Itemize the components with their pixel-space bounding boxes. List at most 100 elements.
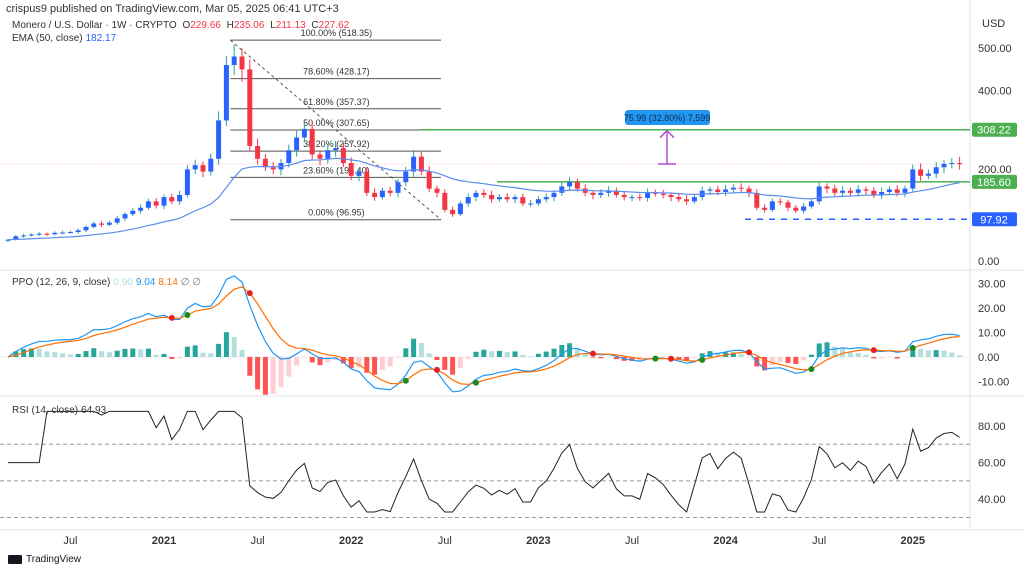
ppo-histogram-bar [629,357,635,361]
candle-body [184,169,190,195]
ppo-histogram-bar [512,351,518,357]
ppo-tick: 0.00 [978,352,999,364]
candle-body [473,192,479,198]
candle-body [785,202,791,208]
ppo-histogram-bar [138,349,144,357]
candle-body [91,223,97,227]
candle-body [161,197,167,206]
candle-body [871,190,877,195]
ppo-histogram-bar [668,357,674,358]
ppo-extra: ∅ ∅ [180,277,201,288]
ppo-cross-marker [590,350,596,357]
candle-body [910,169,916,189]
candle-body [270,167,276,170]
ppo-histogram-bar [153,354,159,357]
ppo-legend[interactable]: PPO (12, 26, 9, close) 0.90 9.04 8.14 ∅ ∅ [9,277,201,288]
ppo-histogram-bar [590,357,596,358]
price-tick: 400.00 [978,86,1012,98]
ppo-histogram-bar [598,357,604,359]
candle-body [457,203,463,215]
candle-body [847,190,853,193]
candle-body [379,190,385,198]
candle-body [60,232,66,234]
ppo-histogram-bar [621,357,627,361]
candle-body [52,232,58,235]
candle-body [769,201,775,210]
ppo-histogram-bar [933,350,939,357]
ppo-histogram-bar [348,357,354,369]
ppo-label: PPO (12, 26, 9, close) [12,277,111,288]
fib-trend-line [230,39,442,221]
ppo-histogram-bar [411,338,417,357]
ppo-histogram-bar [169,357,175,359]
price-axis-unit: USD [982,18,1005,30]
candle-body [138,207,144,211]
candle-body [715,189,721,192]
ppo-histogram-bar [652,356,658,357]
ppo-histogram-bar [145,348,151,357]
ppo-histogram-bar [21,349,27,357]
candle-body [567,182,573,187]
ppo-histogram-bar [44,351,50,357]
open-label: O [182,20,191,31]
ppo-histogram-bar [871,357,877,359]
candle-body [153,201,159,206]
ppo-cross-marker [434,366,440,373]
ppo-cross-marker [652,355,659,362]
candle-body [395,182,401,193]
ema-legend[interactable]: EMA (50, close) 182.17 [9,33,116,44]
ppo-histogram-bar [949,352,955,357]
candle-body [879,191,885,195]
ppo-histogram-bar [465,357,471,360]
ppo-histogram-bar [941,350,947,357]
candle-body [816,186,822,202]
ppo-histogram-bar [208,353,214,357]
ppo-histogram-bar [684,357,690,361]
rsi-label: RSI (14, close) [12,405,79,416]
ppo-histogram-bar [832,346,838,357]
ppo-histogram-bar [520,354,526,357]
ppo-histogram-bar [262,357,268,395]
candle-body [886,189,892,192]
ppo-histogram-bar [918,348,924,357]
candle-body [348,163,354,176]
ppo-histogram-bar [879,357,885,359]
candle-body [699,190,705,198]
candle-body [512,197,518,200]
time-tick: 2025 [901,535,925,547]
candle-body [855,189,861,193]
ppo-histogram-bar [255,357,261,390]
ppo-histogram-bar [83,351,89,357]
symbol-name[interactable]: Monero / U.S. Dollar · 1W · CRYPTO [12,20,177,31]
ppo-histogram-bar [442,357,448,370]
rsi-legend[interactable]: RSI (14, close) 64.93 [9,405,106,416]
candle-body [340,148,346,164]
time-tick: 2021 [152,535,176,547]
candle-body [902,188,908,193]
candle-body [44,233,50,235]
ppo-histogram-bar [418,343,424,357]
candle-body [231,56,237,66]
tradingview-footer[interactable]: TradingView [8,554,81,565]
ppo-histogram-bar [824,342,830,357]
ppo-histogram-bar [738,353,744,357]
ppo-histogram-bar [691,357,697,359]
ppo-histogram-bar [567,343,573,357]
time-tick: Jul [625,535,639,547]
candle-body [590,192,596,195]
fib-level-label: 50.00% (307.65) [303,118,370,128]
ppo-cross-marker [473,379,479,386]
time-tick: 2022 [339,535,363,547]
candle-body [528,203,534,205]
candle-body [691,197,697,202]
ppo-histogram-bar [434,357,440,360]
candle-body [949,163,955,165]
candle-body [652,192,658,194]
rsi-tick: 80.00 [978,421,1006,433]
ppo-cross-marker [246,290,253,297]
candle-body [247,69,253,146]
candle-body [660,193,666,195]
candle-body [403,171,409,183]
ppo-histogram-bar [294,357,300,366]
ppo-tick: 10.00 [978,328,1006,340]
